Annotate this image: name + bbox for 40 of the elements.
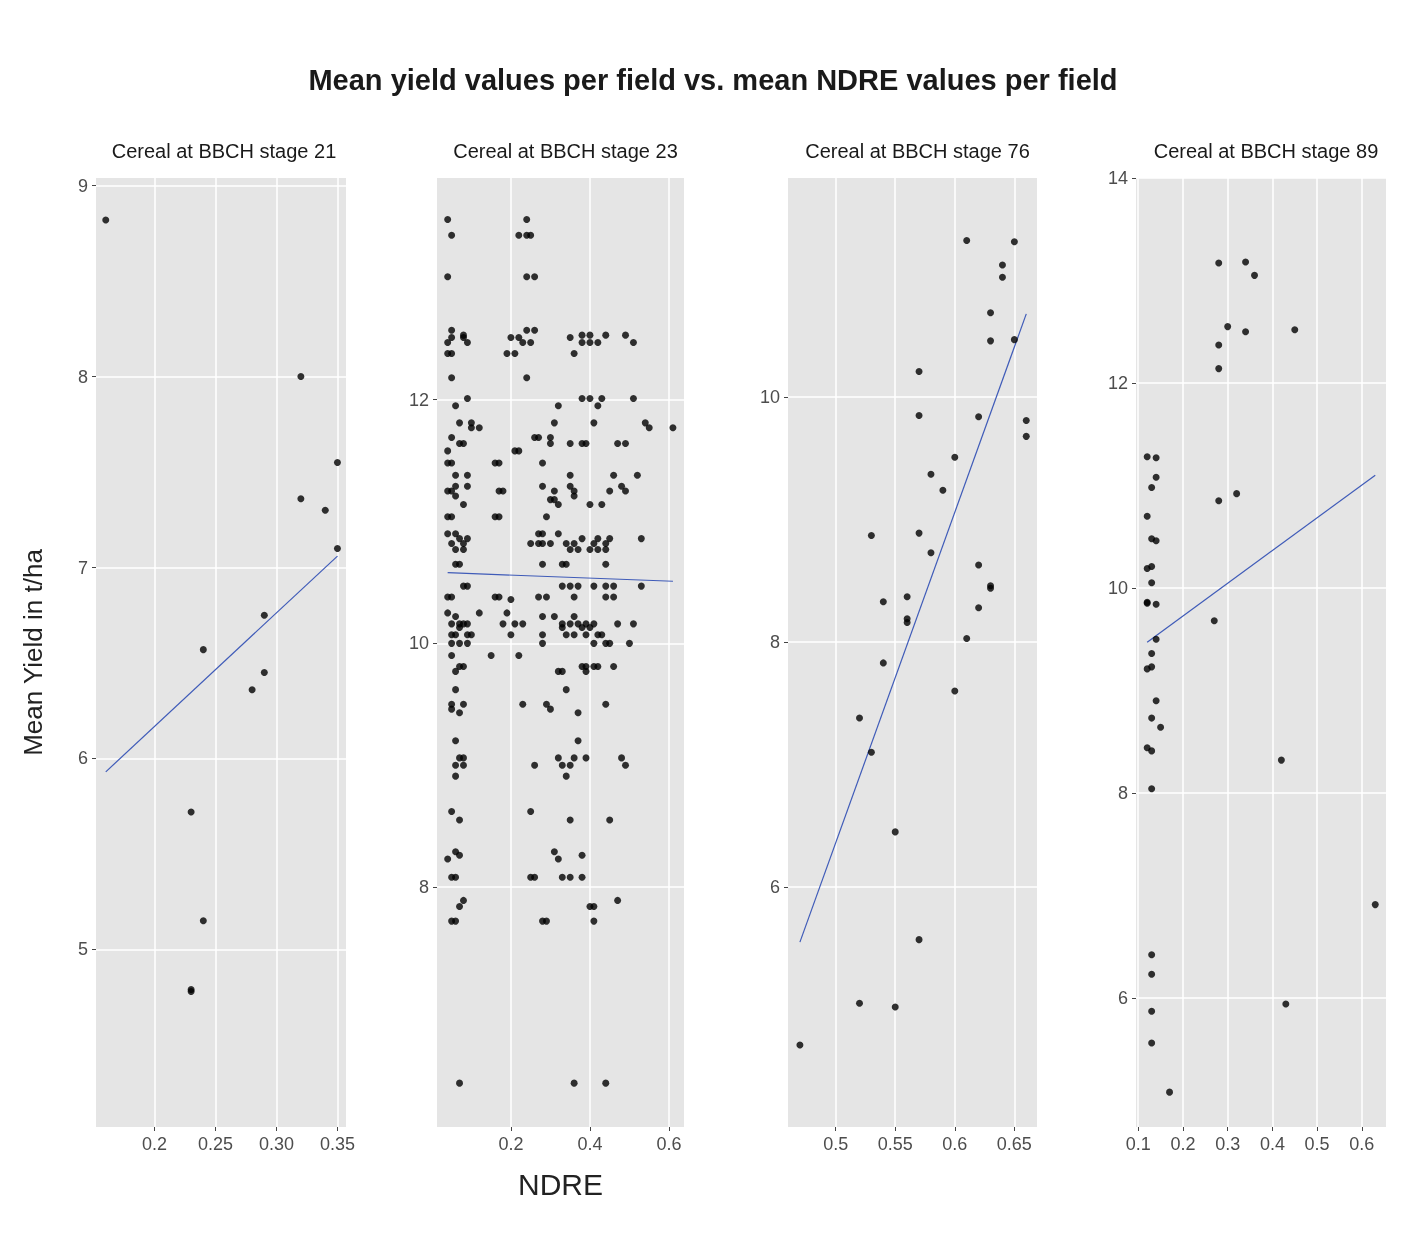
x-tick-label: 0.6 bbox=[1349, 1134, 1375, 1154]
x-tick-label: 0.2 bbox=[1170, 1134, 1196, 1154]
x-axis-title: NDRE bbox=[517, 1167, 604, 1201]
text: Mean yield values per field vs. mean NDRE values per field bbox=[307, 64, 1119, 97]
x-tick-label: 0.2 bbox=[142, 1134, 168, 1154]
x-tick-label: 0.5 bbox=[823, 1134, 849, 1154]
x-tick-label: 0.6 bbox=[656, 1134, 682, 1154]
x-tick-label: 0.55 bbox=[877, 1134, 913, 1154]
y-tick-label: 12 bbox=[408, 389, 429, 410]
x-tick-label: 0.3 bbox=[1215, 1134, 1241, 1154]
y-tick-label: 14 bbox=[1107, 168, 1128, 188]
y-tick-label: 10 bbox=[759, 387, 780, 408]
x-tick-label: 0.4 bbox=[1259, 1134, 1285, 1154]
y-tick-label: 6 bbox=[77, 748, 88, 769]
x-tick-label: 0.6 bbox=[942, 1134, 968, 1154]
y-axis-title: Mean Yield in t/ha bbox=[18, 548, 48, 756]
y-tick-label: 8 bbox=[77, 366, 88, 387]
y-tick-label: 12 bbox=[1107, 372, 1128, 393]
chart-title: Cereal at BBCH stage 89 bbox=[1153, 140, 1379, 162]
y-tick-label: 9 bbox=[77, 175, 88, 196]
chart-title: Cereal at BBCH stage 76 bbox=[805, 140, 1030, 162]
x-tick-label: 0.65 bbox=[996, 1134, 1032, 1154]
y-tick-label: 10 bbox=[1107, 577, 1128, 598]
x-tick-label: 0.30 bbox=[258, 1134, 295, 1154]
y-tick-label: 5 bbox=[77, 939, 88, 960]
y-tick-label: 8 bbox=[418, 877, 429, 898]
y-tick-label: 10 bbox=[408, 633, 429, 654]
y-tick-label: 8 bbox=[1117, 782, 1128, 803]
x-tick-label: 0.2 bbox=[498, 1134, 524, 1154]
x-tick-label: 0.4 bbox=[577, 1134, 603, 1154]
y-tick-label: 7 bbox=[77, 557, 88, 578]
chart-title: Cereal at BBCH stage 23 bbox=[453, 140, 678, 162]
x-tick-label: 0.5 bbox=[1304, 1134, 1330, 1154]
y-tick-label: 6 bbox=[1117, 987, 1128, 1008]
x-tick-label: 0.25 bbox=[197, 1134, 234, 1154]
y-tick-label: 8 bbox=[769, 632, 780, 653]
x-tick-label: 0.1 bbox=[1125, 1134, 1151, 1154]
chart-title: Cereal at BBCH stage 21 bbox=[111, 140, 337, 162]
x-tick-label: 0.35 bbox=[319, 1134, 355, 1154]
y-tick-label: 6 bbox=[769, 876, 780, 897]
